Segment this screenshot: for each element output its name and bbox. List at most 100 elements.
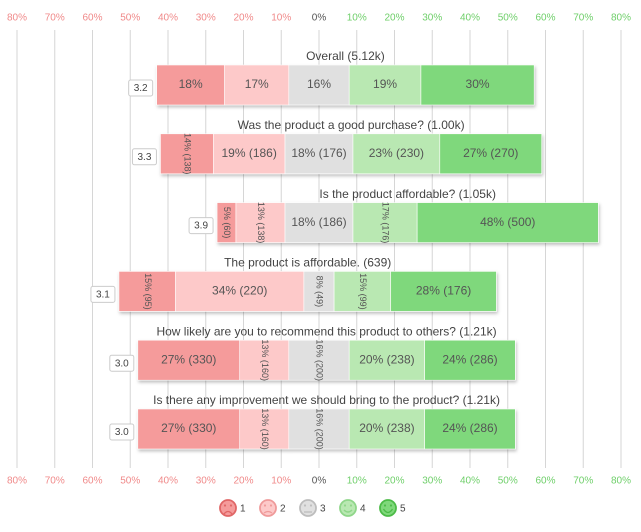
- x-tick-label: 0%: [312, 476, 327, 487]
- value-label: 13% (138): [256, 202, 266, 244]
- value-label: 23% (230): [369, 146, 424, 160]
- mean-box: [109, 423, 135, 441]
- legend-item: 3: [299, 499, 326, 517]
- x-tick-label: 20%: [384, 13, 404, 24]
- bar-segment: [303, 271, 335, 312]
- x-tick-label: 10%: [347, 13, 367, 24]
- bar-segment: [239, 408, 290, 450]
- x-tick-label: 60%: [82, 476, 102, 487]
- bar-segment: [160, 133, 214, 175]
- x-tick-label: 80%: [611, 476, 631, 487]
- bar-group: [137, 339, 516, 381]
- legend-eye: [269, 504, 273, 507]
- x-tick-label: 30%: [422, 13, 442, 24]
- legend-eye: [223, 504, 227, 507]
- bar-segment: [416, 202, 599, 243]
- legend-eye: [263, 504, 267, 507]
- question-title: Is there any improvement we should bring…: [153, 393, 500, 407]
- legend-eye: [383, 504, 387, 507]
- bar-segment: [156, 64, 225, 106]
- x-tick-label: 50%: [498, 476, 518, 487]
- mean-label: 3.3: [137, 152, 151, 163]
- legend-label: 2: [280, 504, 286, 515]
- mean-label: 3.0: [115, 427, 129, 438]
- x-tick-label: 30%: [196, 476, 216, 487]
- question-title: Is the product affordable? (1.05k): [319, 187, 496, 201]
- legend-eye: [309, 504, 313, 507]
- x-tick-label: 50%: [120, 13, 140, 24]
- value-label: 13% (160): [260, 339, 270, 381]
- x-tick-label: 40%: [460, 13, 480, 24]
- x-tick-label: 20%: [233, 476, 253, 487]
- value-label: 17% (176): [381, 202, 391, 244]
- legend-eye: [343, 504, 347, 507]
- value-label: 27% (330): [161, 421, 216, 435]
- x-tick-label: 10%: [347, 476, 367, 487]
- bar-segment: [118, 271, 176, 312]
- legend-mouth: [263, 510, 273, 514]
- value-label: 34% (220): [212, 284, 267, 298]
- legend-eye: [229, 504, 233, 507]
- legend-icon: [259, 499, 277, 517]
- x-tick-label: 80%: [611, 13, 631, 24]
- bar-segment: [239, 339, 290, 381]
- legend-eye: [303, 504, 307, 507]
- question-title: How likely are you to recommend this pro…: [156, 324, 496, 338]
- x-tick-label: 30%: [422, 476, 442, 487]
- bar-segment: [333, 271, 392, 312]
- mean-label: 3.2: [134, 83, 148, 94]
- x-tick-label: 60%: [535, 476, 555, 487]
- mean-box: [90, 285, 116, 303]
- bar-group: [118, 271, 497, 312]
- value-label: 48% (500): [480, 215, 535, 229]
- x-tick-label: 70%: [573, 476, 593, 487]
- x-tick-label: 70%: [45, 13, 65, 24]
- x-tick-label: 60%: [535, 13, 555, 24]
- legend-label: 5: [400, 504, 406, 515]
- legend-item: 5: [379, 499, 406, 517]
- legend-icon: [219, 499, 237, 517]
- value-label: 20% (238): [359, 421, 414, 435]
- bar-segment: [137, 339, 241, 381]
- x-tick-label: 70%: [45, 476, 65, 487]
- legend-item: 2: [259, 499, 286, 517]
- legend-icon: [379, 499, 397, 517]
- value-label: 8% (49): [315, 276, 325, 308]
- mean-label: 3.0: [115, 358, 129, 369]
- bar-group: [137, 408, 516, 450]
- legend-item: 4: [339, 499, 366, 517]
- x-tick-label: 60%: [82, 13, 102, 24]
- value-label: 18% (176): [291, 146, 346, 160]
- x-tick-label: 40%: [158, 13, 178, 24]
- legend-item: 1: [219, 499, 246, 517]
- value-label: 14% (138): [183, 133, 193, 175]
- bar-segment: [424, 408, 516, 450]
- bar-segment: [137, 408, 241, 450]
- value-label: 30%: [466, 77, 490, 91]
- value-label: 18%: [179, 77, 203, 91]
- question-title: Was the product a good purchase? (1.00k): [238, 118, 465, 132]
- bar-segment: [390, 271, 497, 312]
- x-tick-label: 20%: [384, 476, 404, 487]
- x-tick-label: 70%: [573, 13, 593, 24]
- legend-label: 4: [360, 504, 366, 515]
- value-label: 15% (99): [358, 273, 368, 310]
- bar-segment: [348, 408, 426, 450]
- mean-box: [109, 354, 135, 372]
- bar-segment: [224, 64, 290, 106]
- x-tick-label: 10%: [271, 13, 291, 24]
- mean-box: [128, 79, 154, 97]
- bar-segment: [424, 339, 516, 381]
- value-label: 19%: [373, 77, 397, 91]
- value-label: 27% (270): [463, 146, 518, 160]
- bar-segment: [352, 133, 441, 175]
- value-label: 13% (160): [260, 408, 270, 450]
- x-tick-label: 50%: [120, 476, 140, 487]
- bar-segment: [288, 339, 350, 381]
- bar-group: [216, 202, 599, 243]
- bar-segment: [288, 408, 350, 450]
- x-tick-label: 20%: [233, 13, 253, 24]
- bar-segment: [288, 64, 350, 106]
- x-tick-label: 30%: [196, 13, 216, 24]
